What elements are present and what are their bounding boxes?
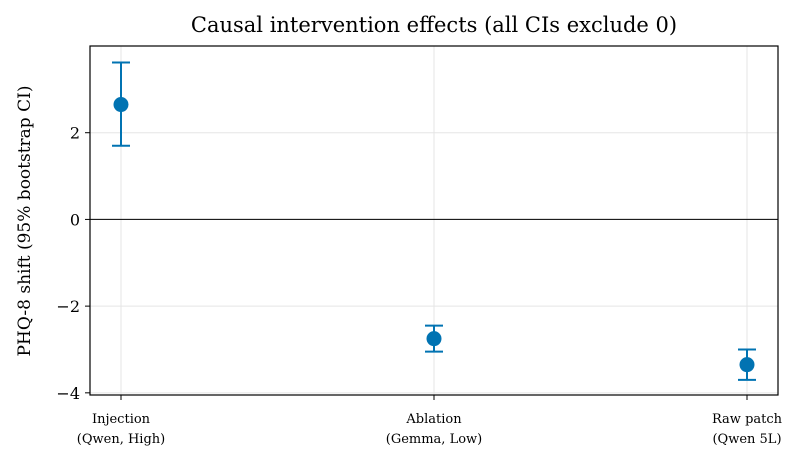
- x-tick-label: Raw patch: [712, 412, 783, 427]
- x-tick-label: (Qwen 5L): [712, 432, 781, 447]
- data-point: [426, 331, 442, 347]
- data-point: [739, 357, 755, 373]
- x-tick-label: Injection: [92, 412, 151, 427]
- mark-layer: [112, 61, 756, 381]
- y-tick-label: −2: [56, 297, 80, 316]
- x-tick-label: (Gemma, Low): [386, 432, 482, 447]
- chart-title: Causal intervention effects (all CIs exc…: [191, 13, 677, 37]
- x-tick-label: Ablation: [405, 412, 462, 427]
- y-tick-label: 0: [70, 210, 80, 229]
- tick-layer: −4 −2 0 2 Injection (Qwen, High) Ablation (Gemm…: [56, 124, 782, 447]
- y-tick-label: −4: [56, 384, 80, 403]
- y-axis-label: PHQ-8 shift (95% bootstrap CI): [15, 86, 35, 357]
- data-point: [113, 97, 129, 113]
- y-tick-label: 2: [70, 124, 80, 143]
- x-tick-label: (Qwen, High): [77, 432, 165, 447]
